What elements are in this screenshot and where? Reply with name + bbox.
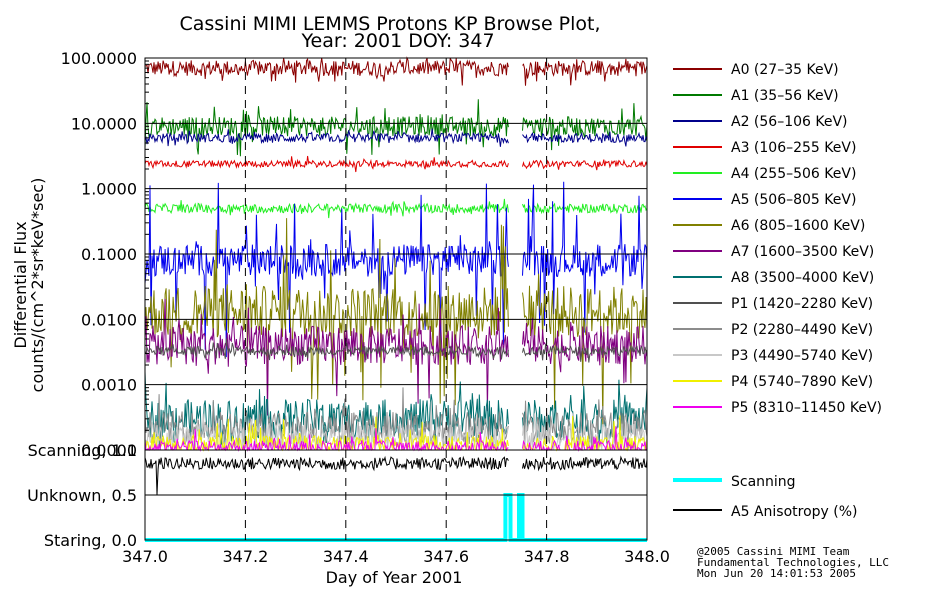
x-axis-label: Day of Year 2001 [326, 568, 463, 587]
legend-label-6: A6 (805–1600 KeV) [731, 218, 865, 234]
legend-label-0: A0 (27–35 KeV) [731, 62, 839, 78]
flux-y-tick-label-1: 10.0000 [71, 114, 137, 133]
mode-y-ticks: Scanning, 1.0 Unknown, 0.5 Staring, 0.0 [27, 441, 137, 550]
legend-label-8: A8 (3500–4000 KeV) [731, 270, 874, 286]
chart-title-line-2: Year: 2001 DOY: 347 [300, 30, 494, 52]
flux-series-group [144, 56, 648, 452]
scanning-line [145, 493, 647, 542]
credit-line-3: Mon Jun 20 14:01:53 2005 [697, 567, 856, 580]
legend-label-1: A1 (35–56 KeV) [731, 88, 839, 104]
credit-line-1: @2005 Cassini MIMI Team [697, 545, 850, 558]
mode-legend-label-1: A5 Anisotropy (%) [731, 504, 858, 520]
flux-y-tick-label-6: 0.0001 [81, 441, 137, 460]
x-tick-label-1: 347.2 [222, 547, 268, 566]
flux-series-0 [144, 56, 648, 86]
legend-label-11: P3 (4490–5740 KeV) [731, 348, 873, 364]
chart-title-line-1: Cassini MIMI LEMMS Protons KP Browse Plo… [179, 13, 600, 35]
flux-series-11 [144, 401, 648, 452]
legend-label-9: P1 (1420–2280 KeV) [731, 296, 873, 312]
legend-mode: Scanning A5 Anisotropy (%) [673, 474, 858, 520]
legend-label-3: A3 (106–255 KeV) [731, 140, 856, 156]
flux-series-6 [144, 218, 648, 427]
mode-panel-frame [144, 449, 648, 541]
flux-y-tick-label-4: 0.0100 [81, 310, 137, 329]
flux-series-2 [144, 128, 648, 147]
y-axis-label-line-2: counts/(cm^2*sr*keV*sec) [28, 178, 47, 393]
flux-series-9 [144, 338, 648, 363]
mode-legend-label-0: Scanning [731, 474, 796, 490]
legend-label-13: P5 (8310–11450 KeV) [731, 400, 882, 416]
flux-y-tick-label-3: 0.1000 [81, 245, 137, 264]
legend-label-10: P2 (2280–4490 KeV) [731, 322, 873, 338]
flux-y-ticks: 100.0000 10.0000 1.0000 0.1000 0.0100 0.0010 0… [61, 49, 149, 460]
x-tick-label-3: 347.6 [423, 547, 469, 566]
mode-y-tick-label-2: Staring, 0.0 [44, 531, 137, 550]
legend-flux: A0 (27–35 KeV) A1 (35–56 KeV) A2 (56–106 K… [673, 62, 882, 416]
mode-series-group [144, 455, 648, 542]
mode-y-tick-label-1: Unknown, 0.5 [27, 486, 137, 505]
legend-label-4: A4 (255–506 KeV) [731, 166, 856, 182]
anisotropy-line [144, 455, 648, 496]
mode-y-tick-label-0: Scanning, 1.0 [28, 441, 137, 460]
flux-y-tick-label-5: 0.0010 [81, 376, 137, 395]
y-axis-label-line-1: Differential Flux [11, 221, 30, 348]
x-tick-label-2: 347.4 [323, 547, 369, 566]
flux-series-5 [144, 181, 648, 358]
legend-label-12: P4 (5740–7890 KeV) [731, 374, 873, 390]
flux-grid [145, 58, 647, 450]
flux-series-3 [144, 155, 648, 173]
flux-series-4 [144, 198, 648, 219]
flux-y-tick-label-0: 100.0000 [61, 49, 137, 68]
credit-line-2: Fundamental Technologies, LLC [697, 556, 889, 569]
x-tick-label-0: 347.0 [122, 547, 168, 566]
y-axis-title: Differential Flux counts/(cm^2*sr*keV*se… [11, 178, 47, 393]
x-tick-label-4: 347.8 [524, 547, 570, 566]
x-tick-label-5: 348.0 [624, 547, 670, 566]
legend-label-5: A5 (506–805 KeV) [731, 192, 856, 208]
flux-series-1 [144, 99, 648, 157]
x-tick-labels: 347.0 347.2 347.4 347.6 347.8 348.0 [122, 547, 670, 566]
flux-y-tick-label-2: 1.0000 [81, 180, 137, 199]
legend-label-7: A7 (1600–3500 KeV) [731, 244, 874, 260]
legend-label-2: A2 (56–106 KeV) [731, 114, 848, 130]
